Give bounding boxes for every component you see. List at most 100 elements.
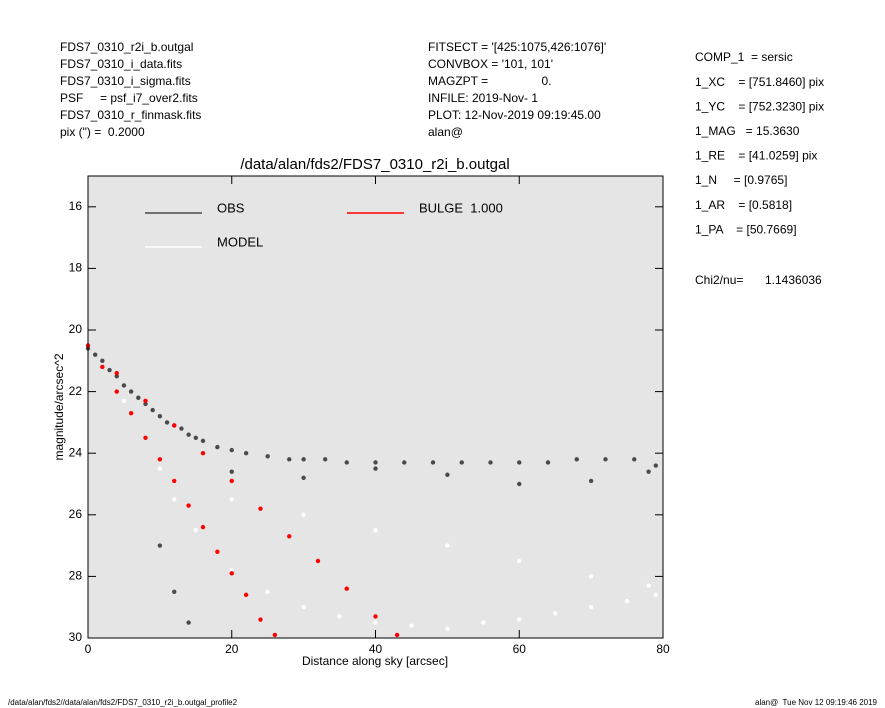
data-point — [481, 620, 486, 625]
data-point — [143, 435, 148, 440]
data-point — [229, 568, 234, 573]
chi2-label: Chi2/nu= — [695, 273, 743, 287]
data-point — [229, 497, 234, 502]
y-tick-label: 28 — [69, 569, 83, 583]
data-point — [301, 512, 306, 517]
data-point — [157, 466, 163, 471]
data-point — [646, 583, 651, 588]
header-middle-line: INFILE: 2019-Nov- 1 — [428, 91, 538, 105]
header-left-line: FDS7_0310_r2i_b.outgal — [60, 40, 193, 54]
header-middle-line: FITSECT = '[425:1075,426:1076]' — [428, 40, 606, 54]
data-point — [136, 395, 141, 400]
data-point — [193, 435, 199, 440]
data-point — [337, 614, 342, 619]
data-point — [243, 592, 249, 598]
data-point — [258, 617, 263, 622]
data-point — [100, 364, 105, 370]
data-point — [322, 457, 328, 462]
data-point — [517, 481, 522, 487]
plot-area — [88, 176, 663, 638]
data-point — [430, 460, 436, 465]
data-point — [402, 460, 407, 465]
data-point — [229, 478, 234, 484]
data-point — [128, 389, 134, 394]
y-axis-label: magnitude/arcsec^2 — [52, 353, 66, 460]
data-point — [574, 457, 579, 462]
x-tick-label: 40 — [369, 642, 383, 656]
data-point — [301, 475, 306, 481]
header-left-line: FDS7_0310_i_sigma.fits — [60, 74, 191, 88]
data-point — [186, 503, 191, 508]
data-point — [545, 460, 551, 465]
data-point — [653, 592, 659, 598]
data-point — [344, 586, 349, 591]
fit-parameter: 1_PA = [50.7669] — [695, 222, 797, 236]
fit-parameter: 1_RE = [41.0259] pix — [695, 149, 817, 163]
data-point — [229, 469, 234, 474]
data-point — [459, 460, 464, 465]
data-point — [172, 589, 177, 594]
data-point — [265, 589, 270, 594]
y-tick-label: 26 — [69, 507, 83, 521]
data-point — [107, 367, 112, 373]
data-point — [215, 444, 220, 450]
data-point — [157, 414, 163, 419]
x-tick-label: 20 — [225, 642, 239, 656]
legend-label: OBS — [217, 200, 245, 215]
data-point — [258, 506, 263, 511]
data-point — [215, 549, 220, 554]
data-point — [186, 432, 191, 437]
y-tick-label: 16 — [69, 199, 83, 213]
data-point — [143, 401, 148, 407]
legend-label: MODEL — [217, 234, 263, 249]
data-point — [445, 472, 450, 477]
data-point — [243, 451, 249, 456]
data-point — [157, 457, 163, 462]
data-point — [265, 454, 270, 459]
chart-title: /data/alan/fds2/FDS7_0310_r2i_b.outgal — [240, 156, 509, 173]
header-left-line: FDS7_0310_i_data.fits — [60, 57, 182, 71]
data-point — [409, 623, 414, 628]
data-point — [588, 574, 594, 579]
data-point — [200, 451, 206, 456]
data-point — [92, 352, 98, 357]
y-tick-label: 24 — [69, 445, 83, 459]
data-point — [172, 497, 177, 502]
data-point — [287, 534, 292, 539]
x-axis-label: Distance along sky [arcsec] — [302, 654, 448, 668]
data-point — [646, 469, 651, 474]
data-point — [121, 383, 127, 388]
data-point — [100, 358, 105, 363]
data-point — [114, 389, 119, 394]
data-point — [445, 543, 450, 548]
data-point — [287, 457, 292, 462]
data-point — [172, 423, 177, 428]
data-point — [632, 457, 637, 462]
data-point — [445, 626, 450, 631]
header-left-line: pix (") = 0.2000 — [60, 125, 145, 139]
x-tick-label: 0 — [85, 642, 92, 656]
data-point — [200, 438, 206, 444]
data-point — [344, 460, 349, 465]
data-point — [552, 611, 558, 616]
data-point — [301, 605, 306, 610]
data-point — [150, 407, 155, 413]
footer-left: /data/alan/fds2//data/alan/fds2/FDS7_031… — [8, 698, 238, 707]
data-point — [315, 558, 321, 564]
y-tick-label: 30 — [69, 630, 83, 644]
fit-parameter: 1_N = [0.9765] — [695, 173, 787, 187]
legend-label: BULGE 1.000 — [419, 200, 503, 215]
data-point — [517, 617, 522, 622]
data-point — [373, 466, 378, 471]
data-point — [121, 398, 127, 404]
y-tick-label: 20 — [69, 322, 83, 336]
fit-parameter: 1_MAG = 15.3630 — [695, 124, 800, 138]
data-point — [172, 478, 177, 484]
data-point — [114, 370, 119, 376]
data-point — [193, 528, 199, 533]
data-point — [394, 632, 400, 638]
data-point — [373, 528, 378, 533]
data-point — [624, 598, 630, 604]
data-point — [179, 426, 184, 431]
